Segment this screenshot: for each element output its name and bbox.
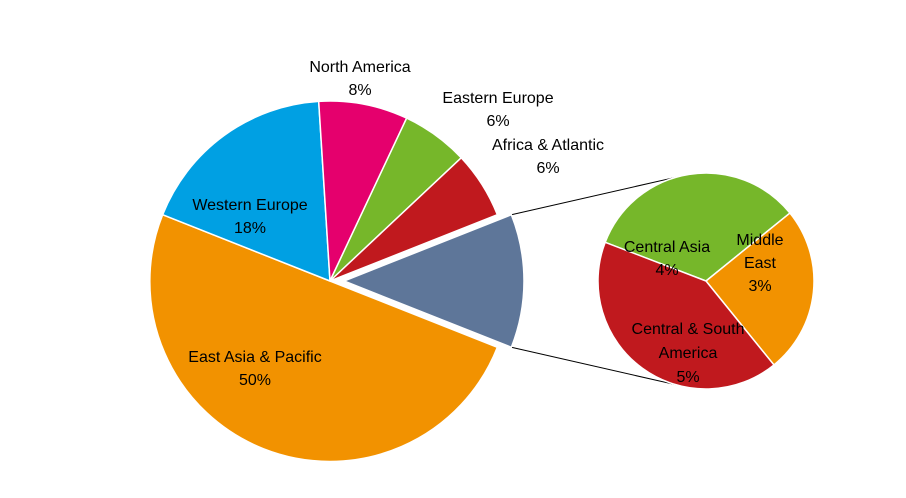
data-label-east-asia-and-pacific: East Asia & Pacific 50%	[188, 349, 321, 389]
data-label-middle-east-line: 3%	[748, 278, 771, 295]
data-label-central-and-south-america: Central & South America 5%	[632, 321, 745, 386]
main-slice-north-america	[317, 100, 408, 282]
data-label-western-europe: Western Europe 18%	[192, 197, 307, 237]
connector-line-bottom	[511, 346, 677, 386]
data-label-africa-and-atlantic: Africa & Atlantic 6%	[492, 137, 604, 177]
data-label-africa-and-atlantic-line: 6%	[536, 160, 559, 177]
data-label-central-asia-line: 4%	[655, 262, 678, 279]
data-label-western-europe-line: 18%	[234, 220, 266, 237]
data-label-africa-and-atlantic-line: Africa & Atlantic	[492, 137, 604, 154]
main-slice-other	[341, 213, 525, 349]
data-label-central-and-south-america-line: 5%	[676, 369, 699, 386]
data-label-eastern-europe: Eastern Europe 6%	[442, 90, 553, 130]
data-label-middle-east-line: East	[744, 255, 777, 272]
main-pie-labels: East Asia & Pacific 50% Western Europe 18% N…	[188, 59, 604, 389]
sub-slice-central-and-south-america	[597, 241, 776, 390]
data-label-central-and-south-america-line: America	[659, 345, 718, 362]
sub-slice-middle-east	[704, 211, 815, 366]
main-slice-east-asia-and-pacific	[149, 213, 499, 463]
data-label-middle-east: Middle East 3%	[736, 232, 783, 295]
secondary-pie-labels: Central Asia 4% Middle East 3% Central & Sout…	[624, 232, 784, 386]
data-label-eastern-europe-line: Eastern Europe	[442, 90, 553, 107]
data-label-east-asia-and-pacific-line: 50%	[239, 372, 271, 389]
sub-slice-central-asia	[604, 172, 791, 282]
main-slice-western-europe	[161, 100, 331, 283]
data-label-western-europe-line: Western Europe	[192, 197, 307, 214]
connector-lines	[511, 176, 677, 386]
data-label-east-asia-and-pacific-line: East Asia & Pacific	[188, 349, 321, 366]
secondary-pie	[597, 172, 815, 390]
data-label-central-and-south-america-line: Central & South	[632, 321, 745, 338]
data-label-central-asia: Central Asia 4%	[624, 239, 710, 279]
data-label-north-america: North America 8%	[309, 59, 410, 99]
connector-line-top	[511, 176, 677, 216]
data-label-central-asia-line: Central Asia	[624, 239, 710, 256]
data-label-eastern-europe-line: 6%	[486, 113, 509, 130]
main-pie	[149, 100, 525, 463]
main-slice-africa-and-atlantic	[329, 156, 499, 282]
data-label-north-america-line: 8%	[348, 82, 371, 99]
data-label-north-america-line: North America	[309, 59, 410, 76]
data-label-middle-east-line: Middle	[736, 232, 783, 249]
